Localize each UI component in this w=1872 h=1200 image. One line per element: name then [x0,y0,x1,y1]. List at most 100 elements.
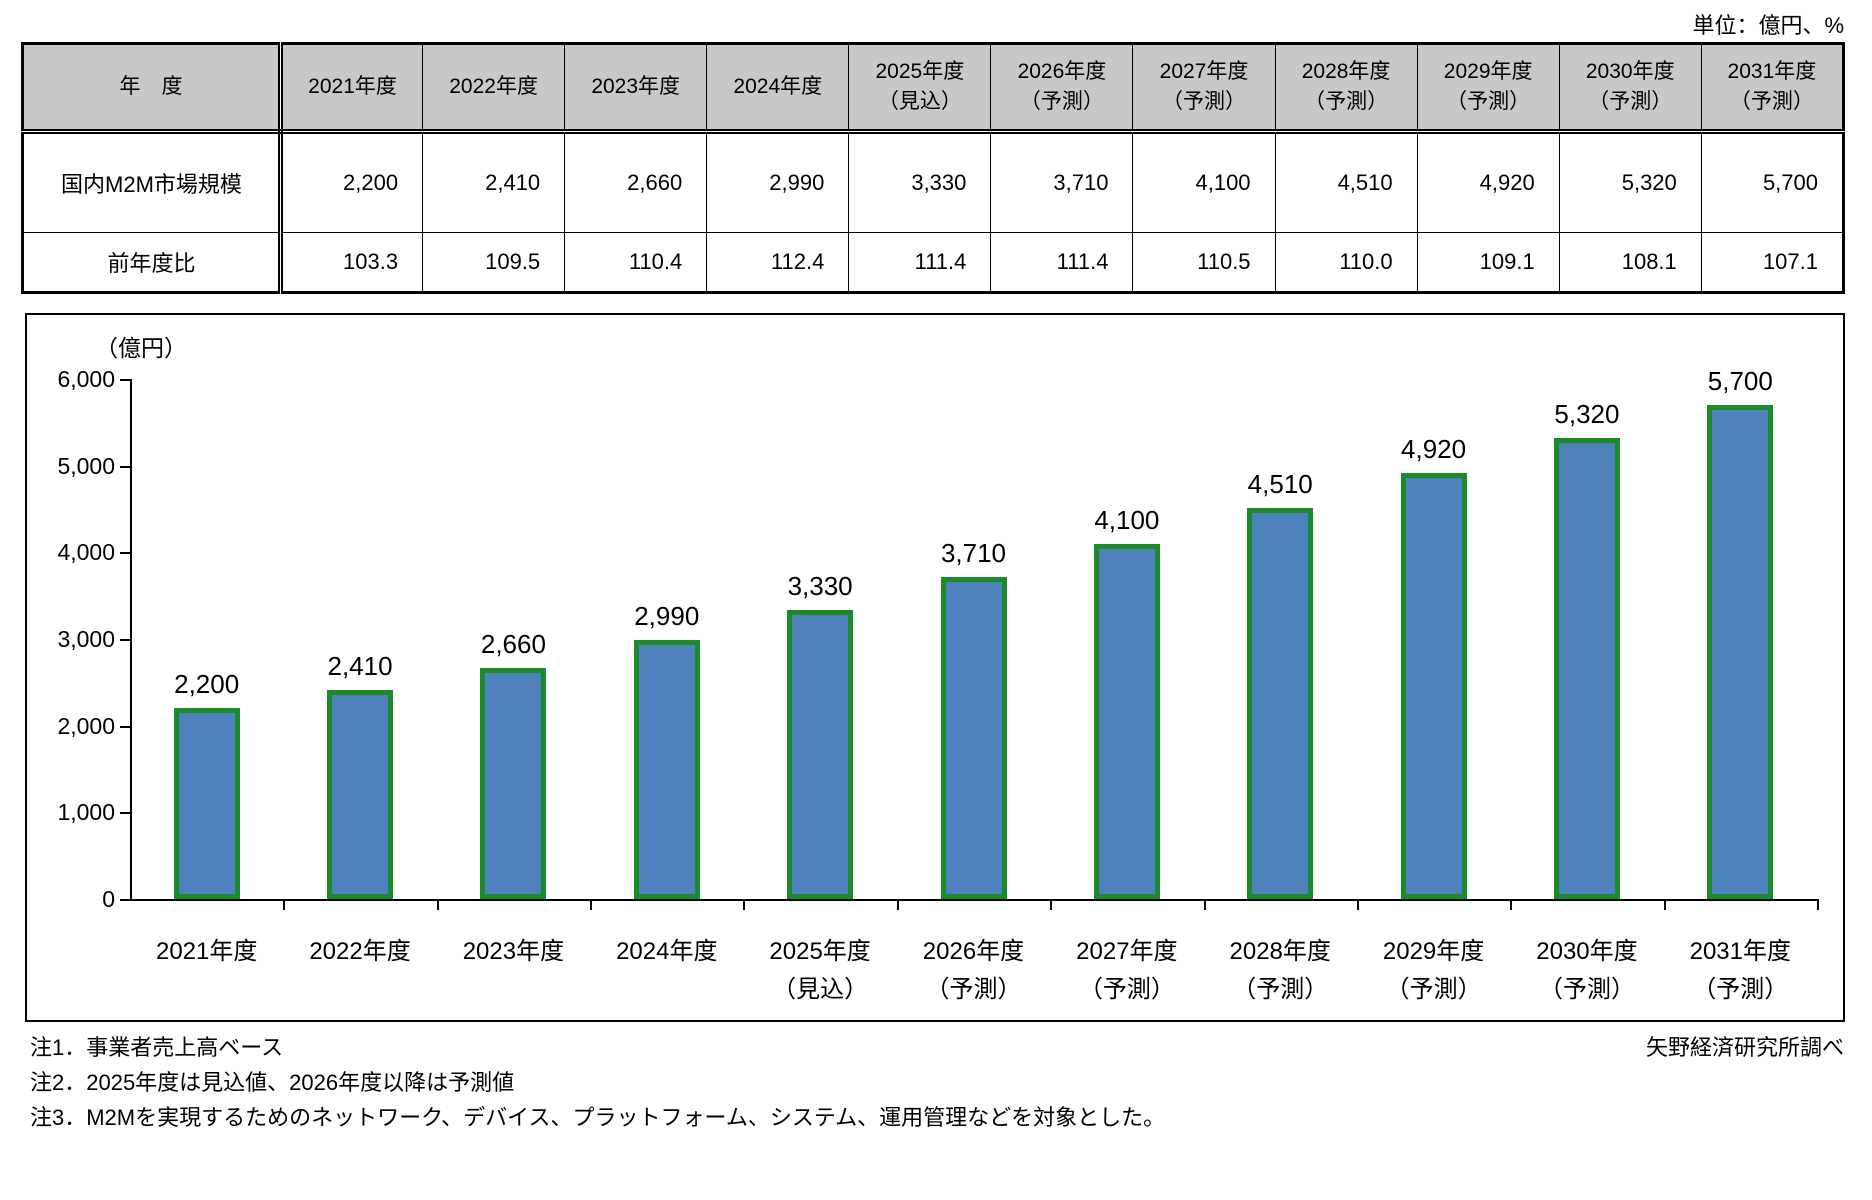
bar-value-label: 3,330 [787,571,853,601]
bar-2021年度 [173,708,240,899]
year-header-2029年度: 2029年度 （予測） [1416,43,1560,134]
y-axis-tick [120,899,130,901]
x-axis-category-sublabel: （予測） [1078,976,1175,1003]
x-axis-tick [283,901,286,910]
x-axis-line [130,899,1819,901]
bar-value-label: 2,990 [634,601,700,631]
row-label: 国内M2M市場規模 [22,131,283,233]
table-cell: 5,700 [1700,131,1845,233]
table-cell: 111.4 [990,232,1134,293]
table-cell: 111.4 [848,232,992,293]
x-axis-category-label: 2031年度 [1689,938,1791,965]
x-axis-category-label: 2027年度 [1076,938,1178,965]
y-axis-line [130,379,132,899]
x-axis-category-sublabel: （予測） [925,976,1022,1003]
table-header-row: 年 度 2021年度 2022年度 2023年度 2024年度 2025年度 （見込） 20… [22,43,1845,134]
table-cell: 107.1 [1700,232,1845,293]
x-axis-category-sublabel: （予測） [1692,976,1789,1003]
footnote-2: 注2．2025年度は見込値、2026年度以降は予測値 [30,1070,515,1095]
table-cell: 110.0 [1274,232,1418,293]
unit-note: 単位：億円、% [1692,13,1844,38]
x-axis-tick [1510,901,1513,910]
x-axis-category-label: 2022年度 [309,938,411,965]
table-cell: 109.5 [422,232,566,293]
year-header-2026年度: 2026年度 （予測） [990,43,1134,134]
table-cell: 2,200 [279,131,424,233]
source-credit: 矢野経済研究所調べ [1645,1035,1844,1060]
bar-value-label: 2,410 [327,651,393,681]
x-axis-category-label: 2023年度 [462,938,565,965]
x-axis-category-sublabel: （見込） [772,976,869,1003]
table-row: 国内M2M市場規模 2,200 2,410 2,660 2,990 3,330 3,710 4… [22,131,1845,233]
table-cell: 109.1 [1416,232,1560,293]
year-header-2031年度: 2031年度 （予測） [1700,43,1845,134]
table-cell: 103.3 [279,232,424,293]
year-header-2030年度: 2030年度 （予測） [1558,43,1702,134]
x-axis-tick [896,901,899,910]
x-axis-tick [743,901,746,910]
bar-value-label: 5,320 [1554,399,1620,429]
table-cell: 110.4 [564,232,708,293]
year-header-2028年度: 2028年度 （予測） [1274,43,1418,134]
bar-2031年度 [1707,405,1774,899]
table-cell: 3,330 [848,131,992,233]
x-axis-tick [1050,901,1053,910]
y-axis-tick-label: 6,000 [57,366,115,392]
x-axis-category-sublabel: （予測） [1538,976,1635,1003]
year-header-2021年度: 2021年度 [279,43,424,134]
year-header-2025年度: 2025年度 （見込） [848,43,992,134]
x-axis-category-label: 2021年度 [155,938,258,965]
corner-header-cell: 年 度 [22,43,283,134]
row-label: 前年度比 [22,232,283,293]
year-header-2022年度: 2022年度 [422,43,566,134]
table-cell: 112.4 [706,232,850,293]
y-axis-tick [120,812,130,815]
y-axis-tick-label: 3,000 [57,626,115,652]
x-axis-category-label: 2028年度 [1229,938,1331,965]
table-cell: 4,100 [1132,131,1276,233]
bar-2025年度 [787,610,854,899]
bar-2026年度 [940,577,1007,899]
bar-chart: （億円） 0 1,000 2,000 3,000 4,000 5,000 6,000 2,20… [25,313,1845,1022]
x-axis-category-label: 2026年度 [922,938,1025,965]
y-axis-tick [120,465,130,468]
table-cell: 2,410 [422,131,566,233]
y-axis-tick [120,639,130,641]
bar-value-label: 4,100 [1094,505,1160,535]
y-axis-unit-label: （億円） [95,335,187,361]
bar-value-label: 5,700 [1707,366,1773,396]
bar-2028年度 [1247,508,1314,899]
x-axis-category-label: 2029年度 [1382,938,1485,965]
y-axis-tick [120,725,130,728]
table-cell: 4,510 [1274,131,1418,233]
y-axis-tick [120,379,130,381]
year-header-2024年度: 2024年度 [706,43,850,134]
y-axis-tick [120,552,130,555]
table-cell: 2,990 [706,131,850,233]
table-cell: 3,710 [990,131,1134,233]
footnote-3: 注3．M2Mを実現するためのネットワーク、デバイス、プラットフォーム、システム、… [30,1105,1166,1130]
market-size-table: 年 度 2021年度 2022年度 2023年度 2024年度 2025年度 （見込） 20… [21,42,1845,294]
table-cell: 4,920 [1416,131,1560,233]
bar-value-label: 2,200 [174,669,240,699]
bar-2030年度 [1553,438,1620,899]
x-axis-tick [436,901,439,910]
table-cell: 5,320 [1558,131,1702,233]
bar-2024年度 [633,640,700,899]
bar-value-label: 2,660 [480,629,546,659]
table-cell: 110.5 [1132,232,1276,293]
x-axis-tick [1356,901,1359,910]
x-axis-tick [590,901,593,910]
x-axis-tick [1663,901,1666,910]
x-axis-category-label: 2024年度 [616,938,718,965]
x-axis-tick [1203,901,1206,910]
y-axis-tick-label: 2,000 [57,712,115,739]
table-row: 前年度比 103.3 109.5 110.4 112.4 111.4 111.4 110.5 1… [22,232,1845,293]
table-cell: 108.1 [1558,232,1702,293]
x-axis-category-sublabel: （予測） [1385,976,1482,1003]
y-axis-tick-label: 1,000 [57,799,115,826]
y-axis-tick-label: 0 [102,886,115,912]
x-axis-category-label: 2025年度 [769,938,871,965]
footnote-1: 注1．事業者売上高ベース [30,1035,284,1060]
x-axis-category-sublabel: （予測） [1232,976,1329,1003]
